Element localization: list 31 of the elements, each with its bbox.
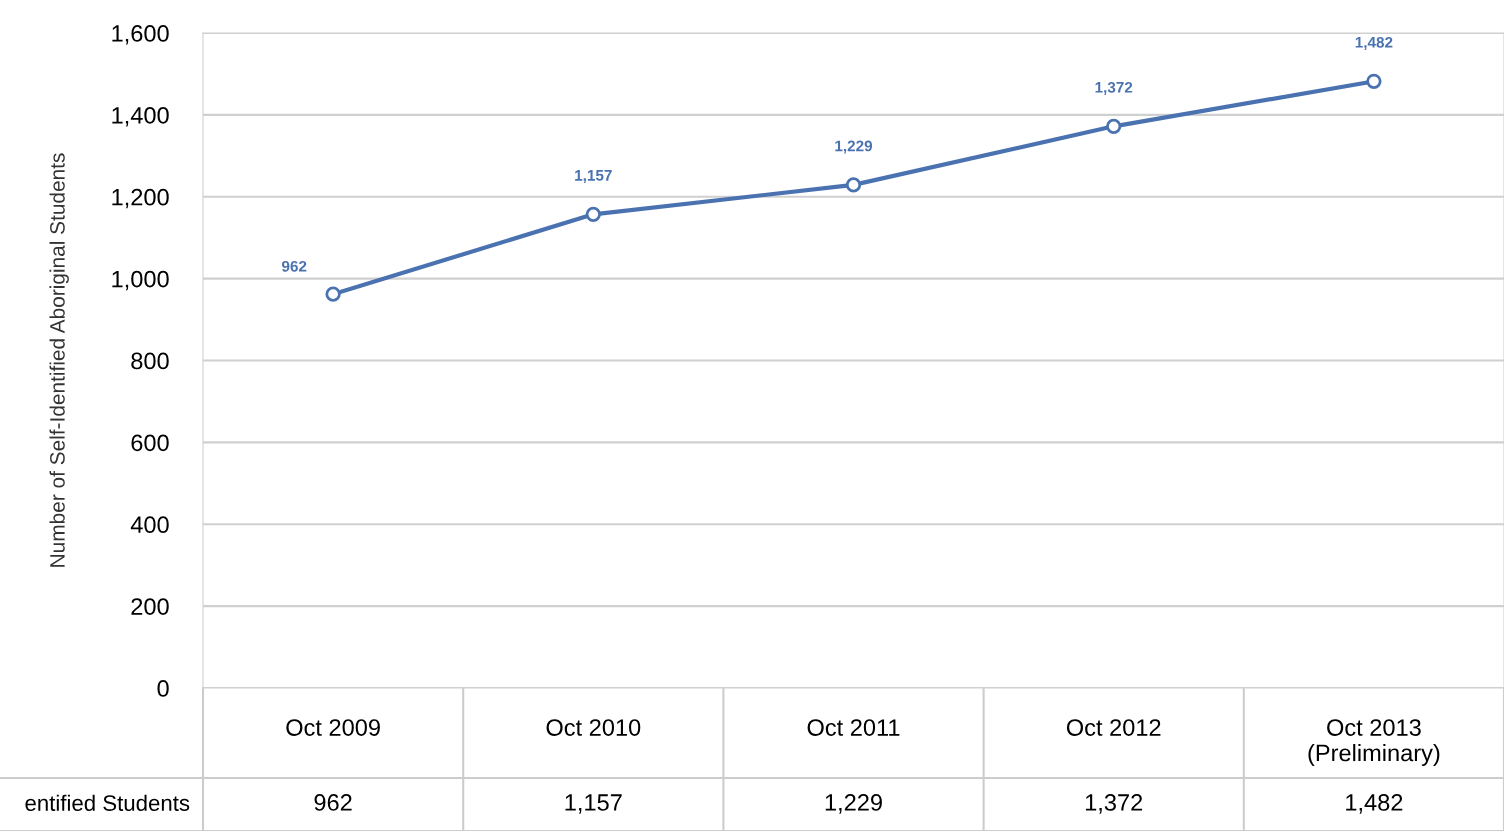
y-tick-label: 0 xyxy=(157,680,169,697)
x-tick-label: Oct 2011 xyxy=(807,719,900,736)
text: 962 xyxy=(282,260,307,272)
point xyxy=(845,177,862,193)
y-tick-label: 1,200 xyxy=(112,188,169,209)
y-axis-title: Number of Self-Identified Aboriginal Students xyxy=(49,153,69,567)
y-tick-label: 1,400 xyxy=(112,106,169,127)
x-tick-label: Oct 2010 xyxy=(546,719,641,736)
y-tick-label: 600 xyxy=(131,434,169,452)
x-tick-label: Oct 2013 (Preliminary) xyxy=(1308,719,1440,766)
x-tick-label: Oct 2012 xyxy=(1066,719,1161,736)
point xyxy=(1106,118,1122,134)
y-tick-label: 200 xyxy=(131,598,169,615)
data-label: 1,372 xyxy=(1085,794,1143,814)
data-label: 962 xyxy=(314,794,352,811)
y-tick-label: 800 xyxy=(131,352,169,370)
y-tick-label: 1,000 xyxy=(112,270,169,291)
y-tick-label: 400 xyxy=(130,516,169,534)
point xyxy=(325,286,341,302)
y-tick-label: 1,600 xyxy=(112,25,169,45)
text: 1,482 xyxy=(1355,36,1393,50)
text: 1,229 xyxy=(835,140,873,154)
point xyxy=(1366,73,1382,89)
text: 1,157 xyxy=(575,170,612,183)
data-label: 1,482 xyxy=(1346,794,1403,814)
text: entified Students xyxy=(25,794,190,811)
data-label: 1,157 xyxy=(565,794,622,814)
x-tick-label: Oct 2009 xyxy=(286,719,380,736)
text: 1,372 xyxy=(1095,81,1133,95)
point xyxy=(585,206,601,222)
data-label: 1,229 xyxy=(825,794,882,814)
